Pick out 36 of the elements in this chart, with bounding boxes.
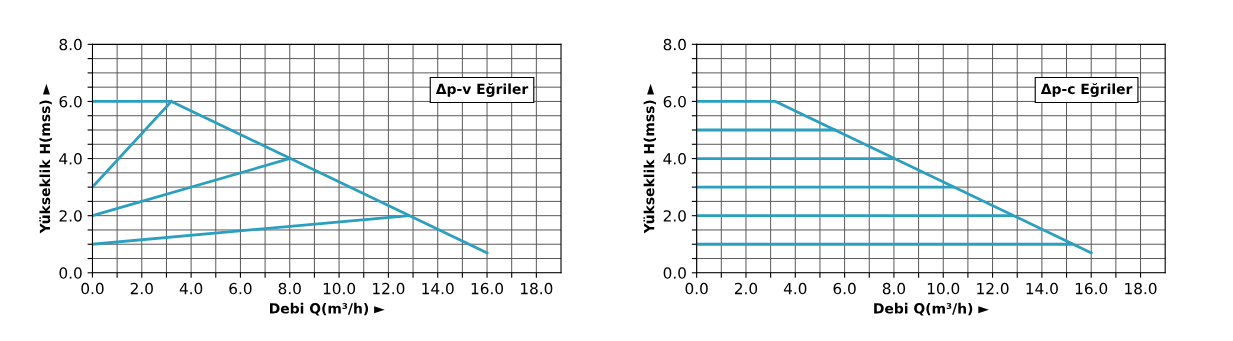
x-tick-label: 18.0 [1125, 282, 1157, 295]
annotation: Δp-c Eğriler [1040, 83, 1133, 97]
y-tick-label: 8.0 [59, 38, 82, 51]
y-axis-title: Yükseklik H(mss) ► [39, 83, 52, 234]
x-tick-label: 10.0 [927, 282, 960, 295]
x-tick-label: 6.0 [833, 282, 856, 295]
x-tick-label: 16.0 [471, 282, 504, 295]
y-axis-title: Yükseklik H(mss) ► [643, 83, 657, 234]
x-tick-label: 8.0 [278, 282, 301, 295]
x-tick-label: 16.0 [1075, 282, 1108, 295]
x-tick-label: 0.0 [81, 282, 104, 295]
y-tick-label: 2.0 [663, 210, 686, 222]
x-tick-label: 14.0 [422, 282, 454, 295]
x-tick-label: 2.0 [734, 282, 758, 295]
x-tick-label: 10.0 [323, 282, 356, 295]
x-tick-label: 2.0 [130, 282, 153, 295]
y-tick-label: 6.0 [663, 95, 686, 108]
y-tick-label: 4.0 [663, 153, 686, 165]
x-tick-label: 8.0 [882, 282, 906, 295]
y-tick-label: 4.0 [59, 153, 82, 165]
y-tick-label: 0.0 [59, 267, 82, 279]
x-axis-title: Debi Q(m³/h) ► [270, 302, 385, 316]
x-tick-label: 12.0 [373, 282, 405, 295]
x-tick-label: 6.0 [229, 282, 252, 295]
y-tick-label: 0.0 [663, 267, 686, 279]
y-tick-label: 2.0 [59, 210, 82, 222]
y-tick-label: 6.0 [59, 95, 82, 108]
x-tick-label: 4.0 [179, 282, 203, 295]
x-tick-label: 4.0 [783, 282, 807, 295]
annotation: Δp-v Eğriler [435, 83, 529, 97]
y-tick-label: 8.0 [663, 38, 686, 51]
x-tick-label: 14.0 [1026, 282, 1058, 295]
x-tick-label: 12.0 [977, 282, 1009, 295]
x-axis-title: Debi Q(m³/h) ► [874, 302, 989, 316]
x-tick-label: 0.0 [685, 282, 708, 295]
x-tick-label: 18.0 [521, 282, 553, 295]
